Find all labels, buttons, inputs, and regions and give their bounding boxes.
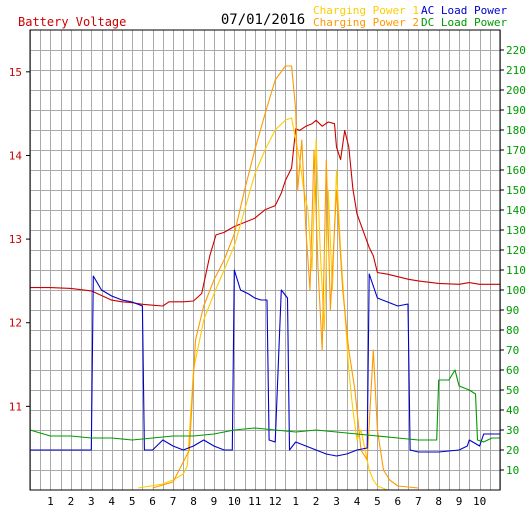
legend-dc-load-power: DC Load Power — [421, 16, 507, 29]
right-axis-tick-label: 220 — [506, 44, 526, 57]
right-axis-tick-label: 10 — [506, 464, 519, 477]
left-axis-title: Battery Voltage — [18, 15, 126, 29]
right-axis-tick-label: 120 — [506, 244, 526, 257]
series-line-battery-voltage — [30, 119, 500, 307]
x-tick-label: 6 — [394, 495, 401, 508]
x-tick-label: 11 — [248, 495, 261, 508]
series-line-dc-load-power — [29, 369, 500, 443]
right-axis-tick-label: 40 — [506, 404, 519, 417]
x-tick-label: 8 — [190, 495, 197, 508]
left-axis-tick-label: 12 — [9, 317, 22, 330]
right-axis-tick-label: 70 — [506, 344, 519, 357]
x-tick-label: 1 — [47, 495, 54, 508]
right-axis-tick-label: 100 — [506, 284, 526, 297]
right-axis-tick-label: 50 — [506, 384, 519, 397]
right-axis-tick-label: 20 — [506, 444, 519, 457]
left-axis-tick-label: 13 — [9, 233, 22, 246]
x-tick-label: 5 — [129, 495, 136, 508]
right-axis-tick-label: 110 — [506, 264, 526, 277]
x-tick-label: 12 — [269, 495, 282, 508]
series-line-ac-load-power — [30, 269, 500, 457]
legend-charging-power-2: Charging Power 2 — [313, 16, 419, 29]
x-tick-label: 10 — [228, 495, 241, 508]
legend: Charging Power 1 Charging Power 2 AC Loa… — [313, 4, 507, 29]
right-axis-tick-label: 200 — [506, 84, 526, 97]
series-layer — [29, 65, 500, 491]
x-tick-label: 5 — [374, 495, 381, 508]
right-axis-tick-label: 190 — [506, 104, 526, 117]
series-line-charging-power-2 — [152, 65, 419, 489]
x-tick-label: 6 — [149, 495, 156, 508]
x-tick-label: 1 — [292, 495, 299, 508]
right-axis-tick-label: 140 — [506, 204, 526, 217]
x-tick-label: 7 — [415, 495, 422, 508]
right-axis-tick-label: 30 — [506, 424, 519, 437]
axis-labels: 1 2 3 4 5 6 7 8 9 10 11 12 1 2 3 4 5 6 7 8 9 1011121314151020… — [9, 44, 526, 508]
left-axis-tick-label: 15 — [9, 66, 22, 79]
x-tick-label: 3 — [333, 495, 340, 508]
x-tick-label: 7 — [170, 495, 177, 508]
x-tick-label: 9 — [211, 495, 218, 508]
x-tick-label: 2 — [313, 495, 320, 508]
plot-frame — [29, 29, 501, 491]
chart-title: 07/01/2016 — [221, 12, 305, 28]
right-axis-tick-label: 150 — [506, 184, 526, 197]
x-tick-label: 3 — [88, 495, 95, 508]
x-tick-label: 4 — [108, 495, 115, 508]
right-axis-tick-label: 130 — [506, 224, 526, 237]
left-axis-tick-label: 11 — [9, 400, 22, 413]
right-axis-tick-label: 90 — [506, 304, 519, 317]
right-axis-tick-label: 80 — [506, 324, 519, 337]
x-tick-label: 10 — [473, 495, 486, 508]
left-axis-tick-label: 14 — [9, 150, 23, 163]
right-axis-tick-label: 180 — [506, 124, 526, 137]
right-axis-tick-label: 210 — [506, 64, 526, 77]
series-line-charging-power-1 — [138, 117, 388, 491]
right-axis-tick-label: 160 — [506, 164, 526, 177]
right-axis-tick-label: 170 — [506, 144, 526, 157]
right-axis-tick-label: 60 — [506, 364, 519, 377]
legend-ac-load-power: AC Load Power — [421, 4, 507, 17]
legend-charging-power-1: Charging Power 1 — [313, 4, 419, 17]
x-tick-label: 4 — [354, 495, 361, 508]
x-tick-label: 8 — [435, 495, 442, 508]
x-tick-label: 2 — [68, 495, 75, 508]
x-tick-label: 9 — [456, 495, 463, 508]
